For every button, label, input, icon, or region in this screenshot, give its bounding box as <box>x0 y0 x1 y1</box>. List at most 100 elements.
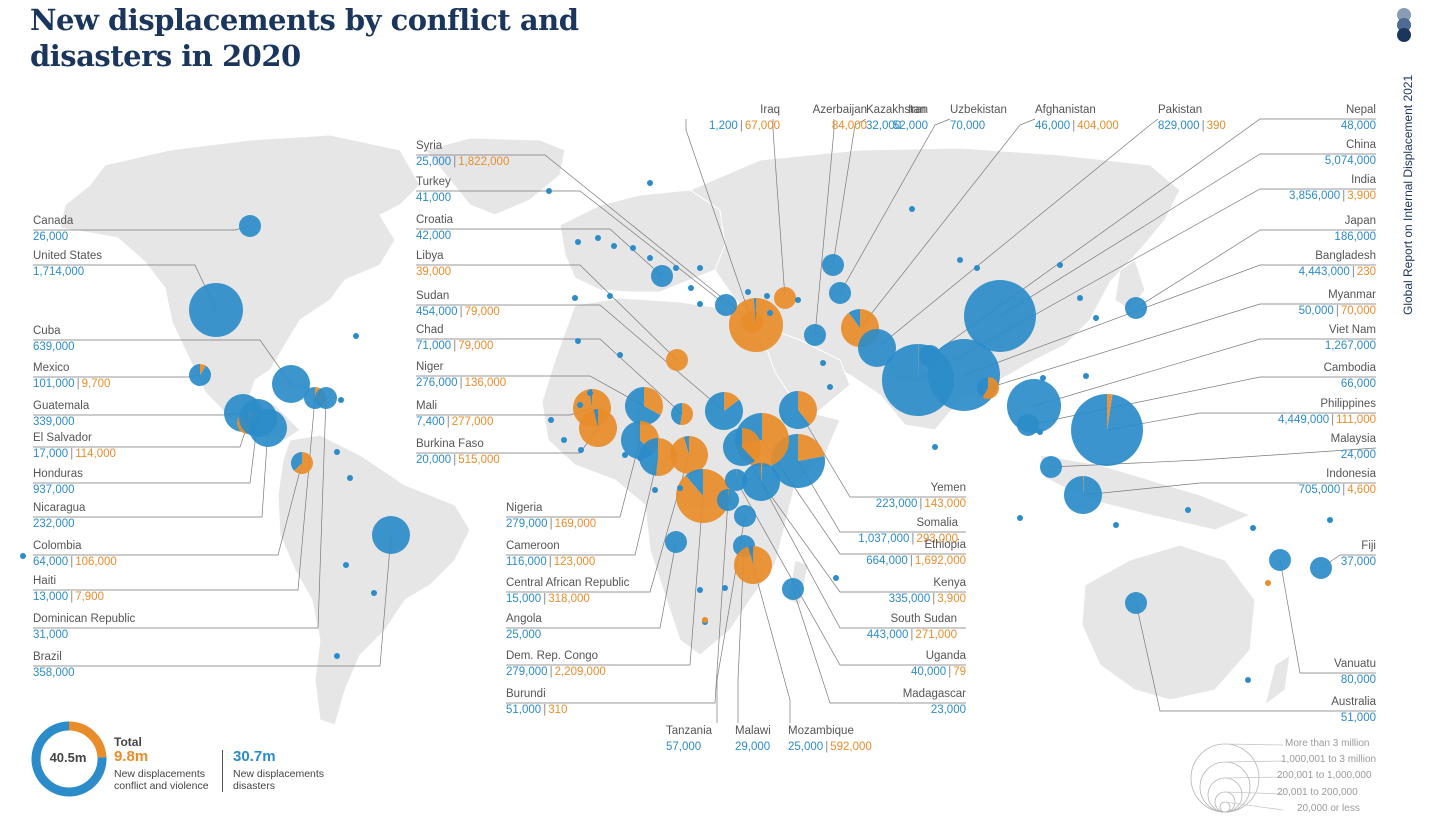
mexico-bubble[interactable] <box>189 364 211 386</box>
mozambique-bubble[interactable] <box>734 546 772 584</box>
brazil-bubble[interactable] <box>372 516 410 554</box>
brazil-values: 358,000 <box>33 665 75 681</box>
turkey-bubble[interactable] <box>715 294 737 316</box>
philippines-bubble[interactable] <box>1071 394 1143 466</box>
south-sudan-bubble[interactable] <box>723 428 761 466</box>
nicaragua-disaster-value: 232,000 <box>33 518 75 530</box>
mali-name: Mali <box>416 398 493 414</box>
syria-bubble[interactable] <box>729 298 783 352</box>
south-sudan-conflict-value: 271,000 <box>915 629 957 641</box>
viet-nam-disaster-value: 1,267,000 <box>1325 340 1376 352</box>
burkina-faso-bubble[interactable] <box>579 409 617 447</box>
niger-bubble[interactable] <box>625 387 663 425</box>
australia-bubble[interactable] <box>1125 592 1147 614</box>
azerbaijan-bubble[interactable] <box>774 287 796 309</box>
burundi-bubble[interactable] <box>717 489 739 511</box>
niger-values: 276,000|136,000 <box>416 375 506 391</box>
libya-bubble[interactable] <box>666 349 688 371</box>
minor-event-dot-icon <box>347 475 353 481</box>
croatia-bubble[interactable] <box>651 265 673 287</box>
fiji-name: Fiji <box>1276 538 1376 554</box>
viet-nam-values: 1,267,000 <box>1276 338 1376 354</box>
iraq-name: Iraq <box>680 102 780 118</box>
kazakhstan-bubble[interactable] <box>822 254 844 276</box>
myanmar-bubble[interactable] <box>977 377 999 399</box>
iran-bubble[interactable] <box>804 324 826 346</box>
disaster-total-desc: New displacements disasters <box>233 768 353 792</box>
libya-values: 39,000 <box>416 264 451 280</box>
tanzania-name: Tanzania <box>666 723 712 739</box>
south-sudan-name: South Sudan <box>857 611 957 627</box>
nigeria-conflict-value: 169,000 <box>555 518 597 530</box>
uzbekistan-bubble[interactable] <box>829 282 851 304</box>
minor-event-dot-icon <box>548 417 554 423</box>
japan-bubble[interactable] <box>1125 297 1147 319</box>
uzbekistan-bubble-circle <box>829 282 851 304</box>
mexico-disaster-value: 101,000 <box>33 378 75 390</box>
cuba-values: 639,000 <box>33 339 75 355</box>
united-states-bubble[interactable] <box>189 283 243 337</box>
ethiopia-disaster-value: 664,000 <box>866 555 908 567</box>
malawi-name: Malawi <box>735 723 771 739</box>
malaysia-bubble[interactable] <box>1040 456 1062 478</box>
central-african-republic-values: 15,000|318,000 <box>506 591 629 607</box>
yemen-conflict-value: 143,000 <box>924 498 966 510</box>
madagascar-disaster-value: 23,000 <box>931 704 966 716</box>
uganda-bubble[interactable] <box>725 469 747 491</box>
burundi-disaster-slice <box>717 489 739 511</box>
mozambique-conflict-value: 592,000 <box>830 741 872 753</box>
minor-event-dot-icon <box>673 265 679 271</box>
minor-event-dot-icon <box>334 653 340 659</box>
minor-event-dot-icon <box>546 188 552 194</box>
mozambique-name: Mozambique <box>788 723 872 739</box>
nicaragua-bubble[interactable] <box>249 409 287 447</box>
tanzania-disaster-value: 57,000 <box>666 741 701 753</box>
croatia-disaster-value: 42,000 <box>416 230 451 242</box>
india-conflict-value: 3,900 <box>1347 190 1376 202</box>
size-legend-leader <box>1225 802 1283 810</box>
canada-bubble-circle <box>239 215 261 237</box>
tanzania-bubble[interactable] <box>734 505 756 527</box>
tanzania-bubble-circle <box>734 505 756 527</box>
kenya-bubble[interactable] <box>742 463 780 501</box>
cambodia-bubble[interactable] <box>1017 414 1039 436</box>
mexico-conflict-value: 9,700 <box>82 378 111 390</box>
bangladesh-bubble[interactable] <box>928 339 1000 411</box>
uzbekistan-name: Uzbekistan <box>950 102 1007 118</box>
angola-bubble[interactable] <box>665 531 687 553</box>
canada-disaster-value: 26,000 <box>33 231 68 243</box>
sudan-bubble[interactable] <box>705 392 743 430</box>
angola-bubble-circle <box>665 531 687 553</box>
colombia-bubble[interactable] <box>291 452 313 474</box>
dominican-republic-bubble[interactable] <box>315 387 337 409</box>
iraq-disaster-value: 1,200 <box>709 120 738 132</box>
yemen-bubble[interactable] <box>779 391 817 429</box>
minor-event-dot-icon <box>1037 429 1043 435</box>
chad-bubble[interactable] <box>671 403 693 425</box>
mali-disaster-value: 7,400 <box>416 416 445 428</box>
guatemala-values: 339,000 <box>33 414 89 430</box>
indonesia-bubble[interactable] <box>1064 476 1102 514</box>
madagascar-bubble[interactable] <box>782 578 804 600</box>
guatemala-disaster-value: 339,000 <box>33 416 75 428</box>
pakistan-name: Pakistan <box>1158 102 1226 118</box>
vanuatu-name: Vanuatu <box>1276 656 1376 672</box>
niger-disaster-value: 276,000 <box>416 377 458 389</box>
australia-values: 51,000 <box>1276 710 1376 726</box>
minor-event-dot-icon <box>1093 315 1099 321</box>
canada-bubble[interactable] <box>239 215 261 237</box>
mexico-name: Mexico <box>33 360 110 376</box>
central-african-republic-bubble[interactable] <box>670 436 708 474</box>
ethiopia-conflict-value: 1,692,000 <box>915 555 966 567</box>
